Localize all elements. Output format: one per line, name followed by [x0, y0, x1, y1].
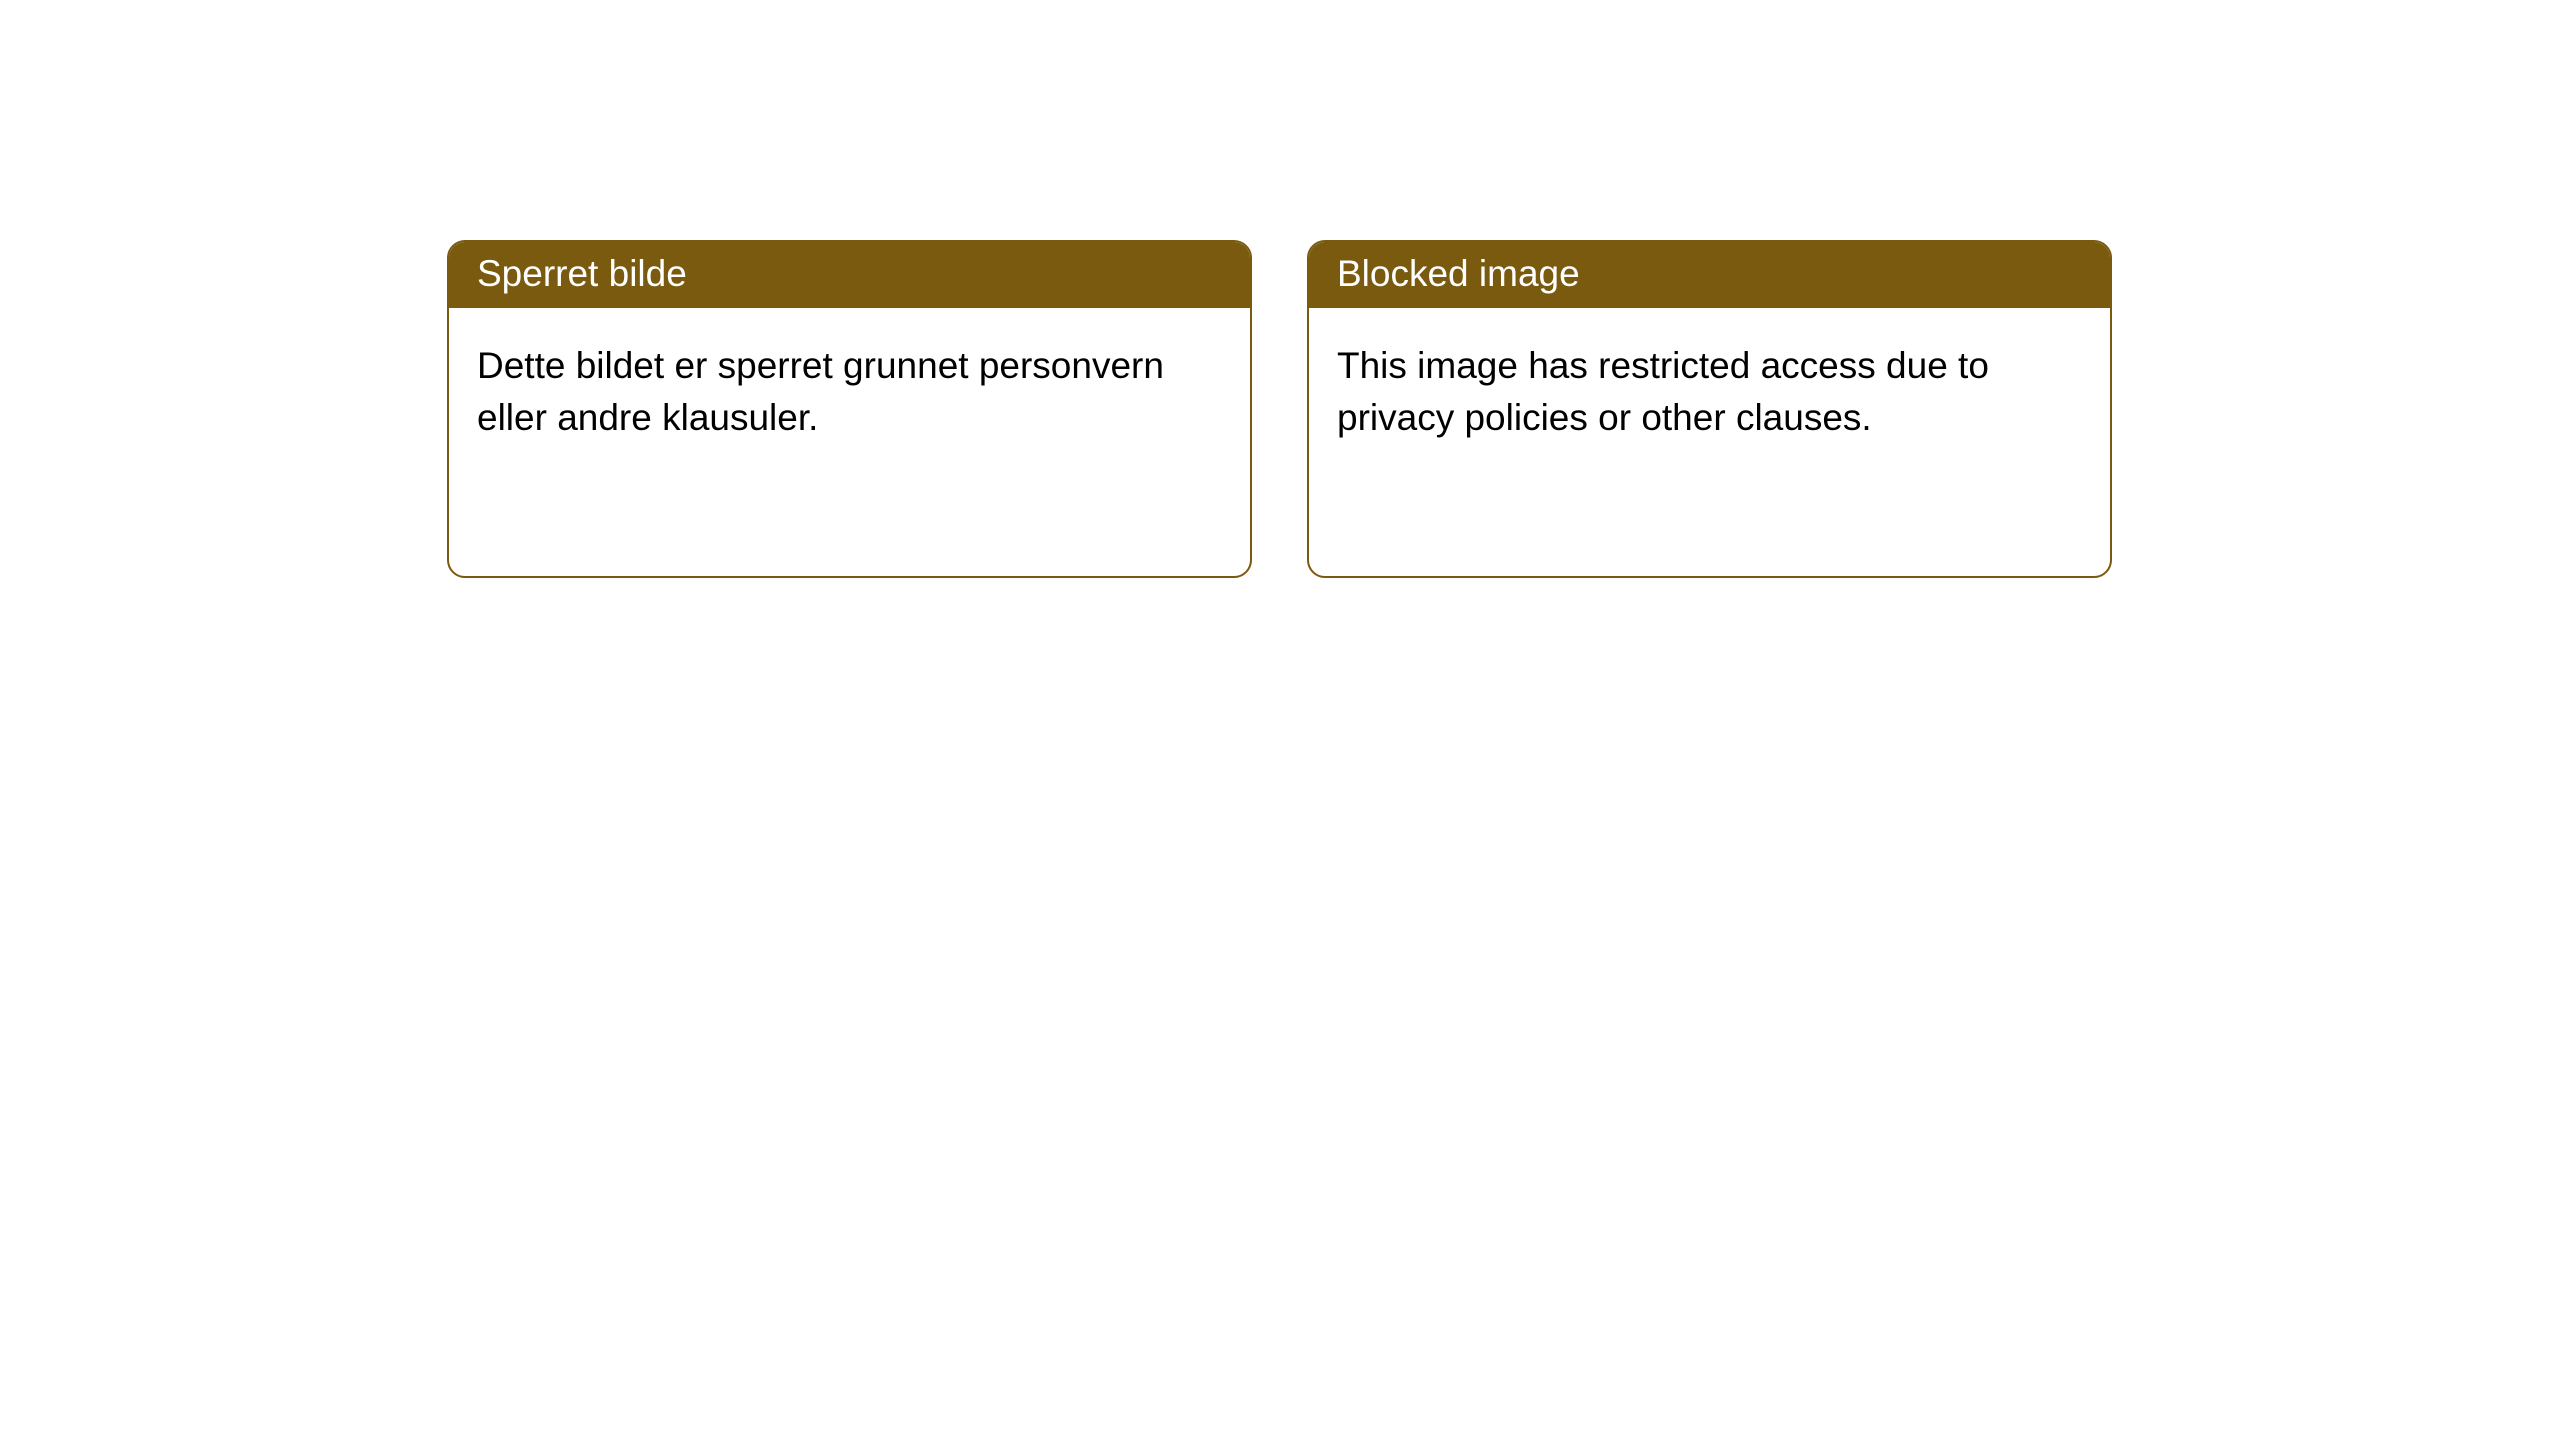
card-title: Sperret bilde [477, 253, 687, 294]
card-english: Blocked image This image has restricted … [1307, 240, 2112, 578]
card-header-norwegian: Sperret bilde [449, 242, 1250, 308]
card-norwegian: Sperret bilde Dette bildet er sperret gr… [447, 240, 1252, 578]
card-body-norwegian: Dette bildet er sperret grunnet personve… [449, 308, 1250, 476]
card-body-text: Dette bildet er sperret grunnet personve… [477, 345, 1164, 438]
card-body-english: This image has restricted access due to … [1309, 308, 2110, 476]
card-body-text: This image has restricted access due to … [1337, 345, 1989, 438]
card-title: Blocked image [1337, 253, 1580, 294]
cards-container: Sperret bilde Dette bildet er sperret gr… [447, 240, 2112, 578]
card-header-english: Blocked image [1309, 242, 2110, 308]
